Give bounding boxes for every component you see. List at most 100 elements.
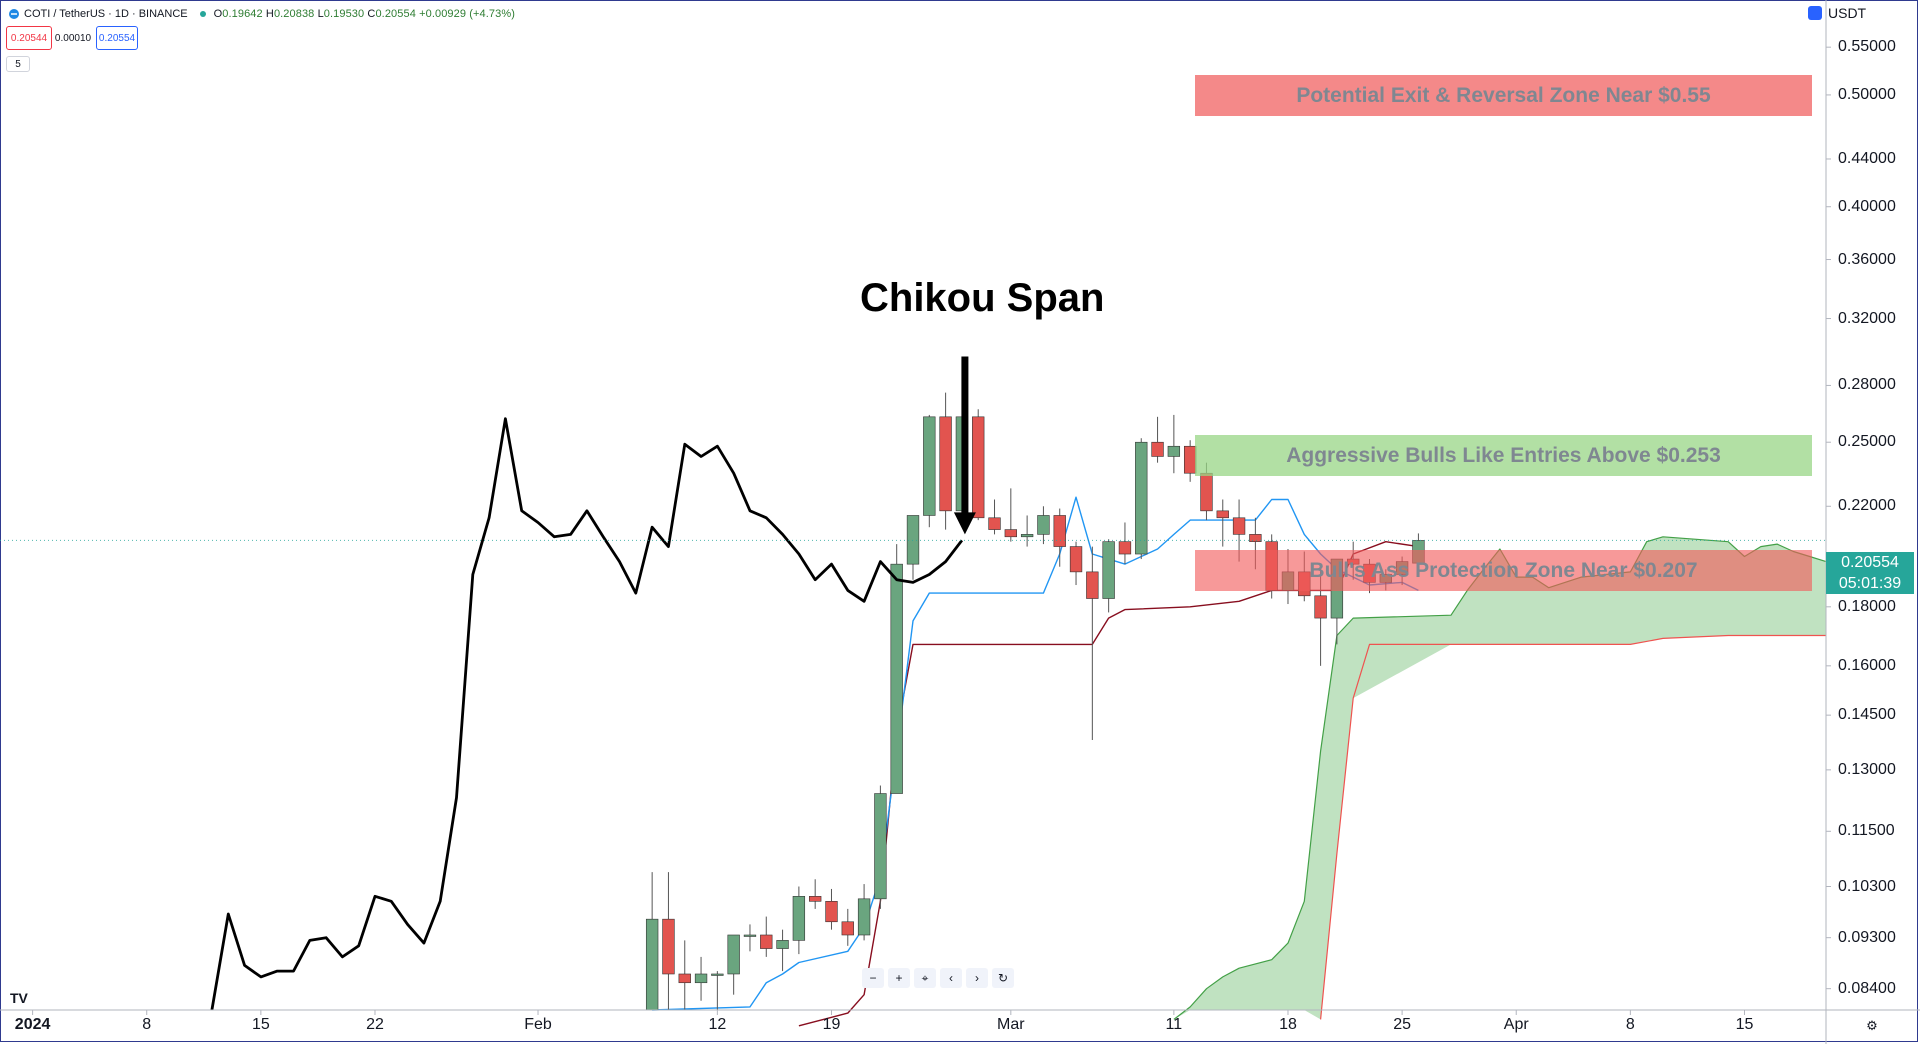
zoom-out-icon[interactable]: − (862, 968, 884, 988)
price-tick-label: 0.08400 (1838, 979, 1896, 997)
time-tick-label: Mar (997, 1016, 1025, 1033)
candle (988, 499, 1001, 535)
candle (711, 971, 724, 1010)
time-tick-label: 25 (1393, 1016, 1411, 1033)
time-tick-label: 15 (1735, 1016, 1754, 1033)
candle-body (645, 918, 659, 1011)
candle (694, 956, 708, 1001)
candle (825, 888, 838, 930)
price-tick-label: 0.14500 (1838, 706, 1896, 724)
candle (906, 515, 920, 580)
candle (1135, 438, 1148, 560)
candle (1118, 522, 1132, 565)
senkou-span-b-line (1320, 634, 1826, 1020)
candle-body (841, 921, 854, 936)
zoom-in-icon[interactable]: + (888, 968, 910, 988)
exit-reversal-zone[interactable]: Potential Exit & Reversal Zone Near $0.5… (1195, 75, 1812, 116)
price-tick-label: 0.36000 (1838, 250, 1896, 268)
candle-body (939, 416, 952, 512)
last-price-badge: 0.20554 (1826, 552, 1914, 574)
currency-selector[interactable]: USDT (1808, 4, 1866, 22)
candle-body (792, 896, 806, 941)
ohlc-values: O0.19642 H0.20838 L0.19530 C0.20554 +0.0… (213, 8, 515, 20)
bar-countdown-badge: 05:01:39 (1826, 574, 1914, 594)
candle-body (1020, 534, 1034, 538)
protection-zone[interactable]: Bull's Ass Protection Zone Near $0.207 (1195, 550, 1812, 591)
price-tick-label: 0.11500 (1838, 822, 1895, 840)
price-tick-label: 0.28000 (1838, 376, 1896, 394)
scroll-left-icon[interactable]: ‹ (940, 968, 962, 988)
spread-value: 0.00010 (54, 32, 92, 44)
candle-body (906, 515, 920, 565)
indicators-toggle[interactable]: 5 (6, 56, 30, 72)
candle (1069, 541, 1083, 586)
candle (857, 884, 871, 941)
chikou-span-label[interactable]: Chikou Span (860, 276, 1105, 320)
tradingview-logo-icon[interactable]: TV (10, 990, 28, 1006)
chart-navigation-bar: − + ⌖ ‹ › ↻ (862, 968, 1014, 988)
price-tick-label: 0.09300 (1838, 928, 1896, 946)
reset-chart-icon[interactable]: ↻ (992, 968, 1014, 988)
time-tick-label: 11 (1165, 1016, 1183, 1033)
price-tick-label: 0.25000 (1838, 433, 1896, 451)
reset-zoom-icon[interactable]: ⌖ (914, 968, 936, 988)
candle (645, 872, 659, 1011)
price-tick-label: 0.44000 (1838, 149, 1896, 167)
scroll-right-icon[interactable]: › (966, 968, 988, 988)
time-tick-label: 8 (142, 1016, 152, 1033)
price-tick-label: 0.22000 (1838, 497, 1896, 515)
bulls-entry-zone[interactable]: Aggressive Bulls Like Entries Above $0.2… (1195, 435, 1812, 476)
candle-body (972, 416, 985, 519)
axis-settings-icon[interactable]: ⚙ (1866, 1018, 1878, 1033)
candle (727, 934, 740, 995)
market-status-dot-icon (199, 11, 206, 17)
sell-price-button[interactable]: 0.20544 (6, 26, 52, 50)
arrow-head-icon (953, 512, 976, 535)
currency-label: USDT (1828, 5, 1867, 21)
candle-body (678, 973, 691, 984)
candle-body (662, 918, 675, 975)
candle (1102, 539, 1115, 613)
candle-body (825, 901, 838, 923)
ohlc-close: 0.20554 (375, 8, 416, 20)
candle (776, 929, 789, 972)
candle-body (923, 416, 936, 516)
time-tick-label: 2024 (14, 1016, 51, 1033)
candle-body (857, 898, 871, 936)
symbol-header[interactable]: COTI / TetherUS · 1D · BINANCE O0.19642 … (8, 6, 515, 22)
price-tick-label: 0.55000 (1838, 38, 1896, 56)
candle (874, 785, 887, 909)
symbol-title[interactable]: COTI / TetherUS · 1D · BINANCE (24, 8, 188, 20)
candle-body (1086, 571, 1099, 599)
candle (678, 940, 691, 1010)
candle-body (1314, 595, 1327, 619)
time-tick-label: 18 (1279, 1016, 1297, 1033)
ichimoku-cloud (1173, 536, 1826, 1020)
currency-flag-icon (1808, 6, 1822, 20)
ohlc-low: 0.19530 (323, 8, 365, 20)
candle-body (1249, 534, 1262, 542)
candle-body (1004, 529, 1017, 538)
candle-body (809, 896, 822, 902)
time-tick-label: 8 (1625, 1016, 1635, 1033)
candle (1167, 414, 1181, 474)
candle-body (1200, 472, 1213, 512)
candle-body (874, 793, 887, 900)
candle (1086, 546, 1099, 740)
candle (743, 924, 757, 952)
price-tick-label: 0.50000 (1838, 85, 1896, 103)
candle-body (694, 973, 708, 984)
time-tick-label: 19 (822, 1016, 841, 1033)
buy-price-button[interactable]: 0.20554 (96, 26, 138, 50)
candle-body (1102, 541, 1115, 599)
candle (760, 916, 773, 957)
candle (1053, 508, 1066, 567)
candle (809, 879, 822, 909)
candle-body (1216, 510, 1229, 519)
ohlc-high: 0.20838 (273, 8, 315, 20)
candle-body (743, 934, 757, 937)
candle (939, 392, 952, 530)
